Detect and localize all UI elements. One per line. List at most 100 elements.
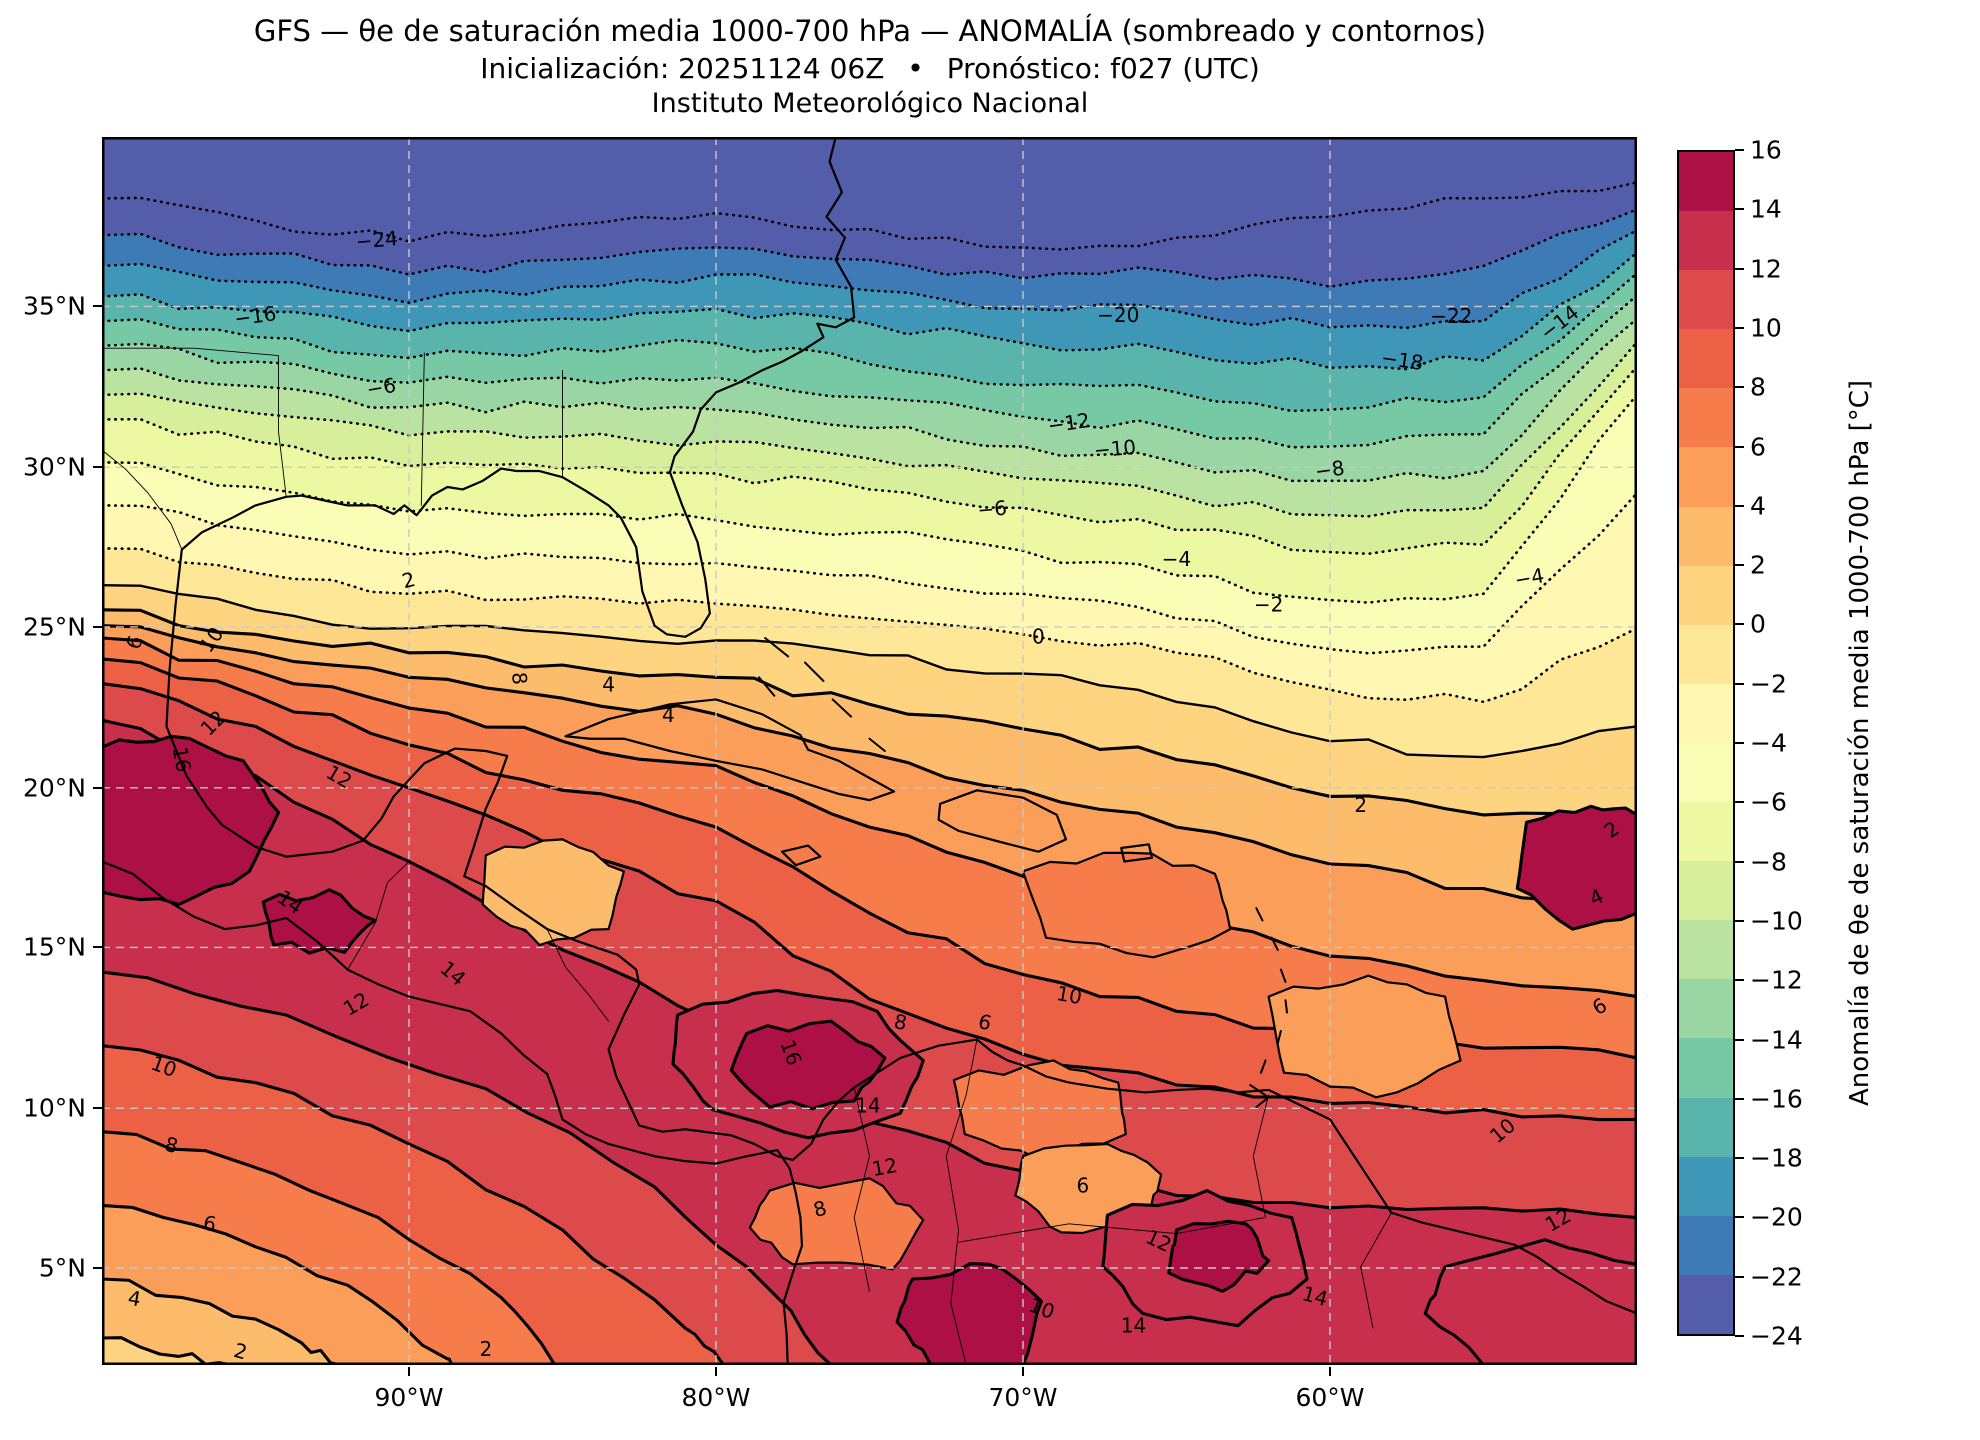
colorbar-segment	[1679, 861, 1733, 921]
contour-label: −18	[1380, 345, 1425, 375]
contour-label: −2	[1254, 593, 1283, 617]
colorbar-segment	[1679, 1215, 1733, 1275]
x-tick-mark	[408, 1367, 410, 1376]
coastline-jamaica	[782, 846, 820, 866]
colorbar-segment	[1679, 506, 1733, 566]
contour-label: 0	[1032, 625, 1045, 649]
contour-label: −4	[1162, 547, 1191, 571]
colorbar-segment	[1679, 1156, 1733, 1216]
colorbar-tick-label: −16	[1750, 1084, 1803, 1114]
y-tick-mark	[93, 466, 102, 469]
colorbar-segment	[1679, 329, 1733, 389]
contour-label: −16	[233, 301, 278, 331]
label-layer: −24−20 −22−18−16 −14−12−10−8−6−6−4−4−20222…	[121, 226, 1624, 1364]
colorbar-tick-label: −6	[1750, 787, 1787, 817]
colorbar-tick-label: 16	[1750, 135, 1782, 165]
colorbar-tick-label: 12	[1750, 254, 1782, 284]
colorbar-segment	[1679, 152, 1733, 212]
contour-label: 4	[662, 703, 675, 727]
colorbar-tick-mark	[1735, 504, 1744, 507]
colorbar-tick-label: −2	[1750, 669, 1787, 699]
coastline-layer	[102, 137, 1637, 1365]
contour-label: 2	[479, 1337, 492, 1361]
contour-label: 8	[811, 1196, 830, 1222]
colorbar-tick-label: 8	[1750, 372, 1766, 402]
colorbar-tick-mark	[1735, 623, 1744, 626]
coastline-bahamas	[759, 638, 885, 751]
coastline-puerto-rico	[1121, 844, 1152, 861]
colorbar-tick-label: −12	[1750, 965, 1803, 995]
colorbar-segment	[1679, 802, 1733, 862]
contour-label: −12	[1046, 408, 1091, 438]
contour-label: 8	[507, 671, 532, 686]
colorbar-segment	[1679, 979, 1733, 1039]
colorbar-tick-mark	[1735, 742, 1744, 744]
contour-label: −6	[976, 496, 1007, 522]
chart-subtitle: Inicialización: 20251124 06Z • Pronóstic…	[480, 52, 1260, 86]
x-tick-label: 70°W	[988, 1383, 1058, 1412]
colorbar-tick-mark	[1735, 386, 1744, 389]
colorbar-segment	[1679, 388, 1733, 448]
y-tick-label: 5°N	[38, 1253, 86, 1283]
contour-label: −4	[1513, 563, 1546, 592]
y-tick-label: 20°N	[22, 773, 86, 803]
colorbar-segment	[1679, 624, 1733, 684]
contour-label: 14	[1121, 1313, 1146, 1337]
colorbar-tick-label: 10	[1750, 313, 1782, 343]
y-tick-label: 25°N	[22, 612, 86, 642]
contour-label: 6	[976, 1009, 995, 1035]
colorbar-segment	[1679, 920, 1733, 980]
contour-label: −20	[1097, 303, 1139, 327]
colorbar-tick-mark	[1735, 1275, 1744, 1278]
contour-label: 6	[1077, 1173, 1090, 1197]
colorbar-tick-mark	[1735, 860, 1744, 863]
colorbar-tick-mark	[1735, 682, 1744, 685]
y-tick-mark	[93, 625, 102, 628]
colorbar-title: Anomalía de θe de saturación media 1000-…	[1845, 379, 1875, 1107]
y-tick-mark	[93, 786, 102, 789]
colorbar-tick-label: −4	[1750, 728, 1787, 758]
colorbar-segment	[1679, 742, 1733, 803]
colorbar-tick-label: 4	[1750, 491, 1766, 521]
x-tick-label: 80°W	[681, 1383, 751, 1412]
colorbar-tick-mark	[1735, 326, 1744, 329]
colorbar-tick-label: −14	[1750, 1025, 1803, 1054]
contour-label: −8	[1314, 456, 1347, 484]
y-tick-mark	[93, 946, 102, 949]
colorbar-tick-mark	[1735, 445, 1744, 448]
title-block: GFS — θe de saturación media 1000-700 hP…	[0, 14, 1740, 120]
colorbar-tick-mark	[1735, 149, 1744, 151]
colorbar-tick-label: −24	[1750, 1321, 1803, 1351]
x-tick-label: 60°W	[1295, 1383, 1365, 1412]
shape-layer	[102, 734, 1637, 1365]
map-panel: −24 −20 −22 −18 −16 −14 −12 −10 −8 −6 −6 −4 −4 −2 0 2 2 2…	[102, 137, 1637, 1365]
colorbar	[1677, 150, 1735, 1336]
colorbar-segment	[1679, 565, 1733, 625]
coastline-hispaniola	[939, 790, 1066, 851]
colorbar-tick-label: −20	[1750, 1202, 1803, 1232]
contour-label: 16	[168, 745, 196, 774]
colorbar-tick-mark	[1735, 1097, 1744, 1100]
contour-label: −22	[1430, 304, 1472, 328]
colorbar-tick-mark	[1735, 564, 1744, 567]
contour-label: 2	[399, 567, 418, 593]
colorbar-tick-mark	[1735, 1157, 1744, 1160]
coastline-pacific	[102, 862, 802, 1365]
colorbar-tick-mark	[1735, 979, 1744, 982]
contour-label: 8	[162, 1132, 181, 1158]
border-lines	[102, 348, 1391, 1365]
contour-label: −10	[1093, 435, 1137, 463]
x-tick-mark	[1022, 1367, 1024, 1376]
y-tick-mark	[93, 305, 102, 308]
colorbar-tick-mark	[1735, 1335, 1744, 1337]
y-tick-mark	[93, 1266, 102, 1269]
colorbar-tick-label: −22	[1750, 1262, 1803, 1292]
colorbar-tick-mark	[1735, 801, 1744, 804]
y-tick-label: 35°N	[22, 291, 86, 321]
grid-layer	[102, 137, 1637, 1365]
chart-institution: Instituto Meteorológico Nacional	[651, 88, 1089, 120]
y-tick-label: 30°N	[22, 452, 86, 482]
coastline-lesser-antilles	[1250, 908, 1287, 1107]
colorbar-segment	[1679, 1097, 1733, 1157]
